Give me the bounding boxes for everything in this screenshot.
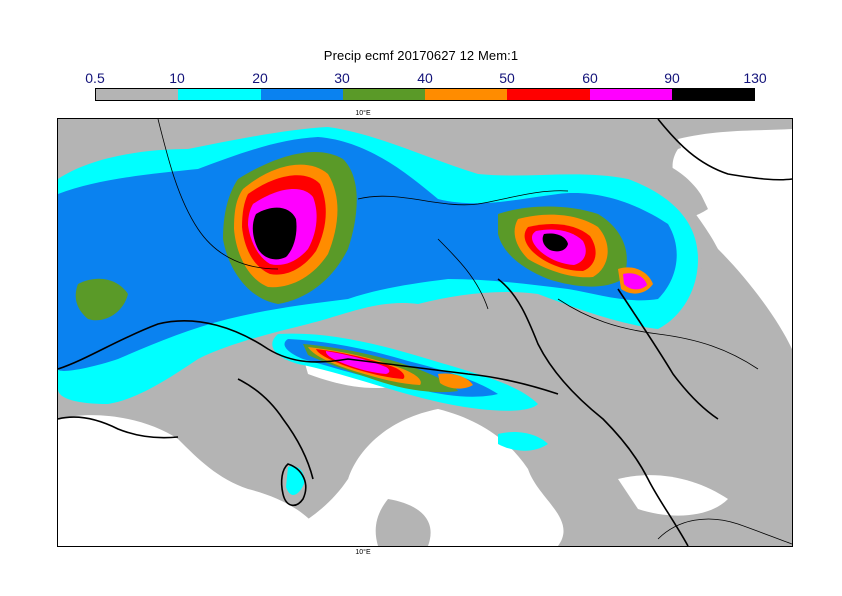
legend-swatch-7 xyxy=(671,89,754,100)
lon-label-top: 10°E xyxy=(355,110,371,117)
legend-swatch-2 xyxy=(260,89,343,100)
legend-colorbar xyxy=(95,88,755,101)
legend-label-0: 0.5 xyxy=(85,70,105,86)
legend-swatch-5 xyxy=(507,89,590,100)
legend-swatch-3 xyxy=(342,89,425,100)
legend-label-2: 20 xyxy=(252,70,268,86)
legend-label-8: 130 xyxy=(743,70,767,86)
legend-label-3: 30 xyxy=(334,70,350,86)
legend-swatch-1 xyxy=(178,89,261,100)
legend-label-4: 40 xyxy=(417,70,433,86)
legend-swatch-0 xyxy=(96,89,179,100)
coastline-layer xyxy=(58,119,792,546)
legend-labels: 0.5 10 20 30 40 50 60 90 130 xyxy=(0,70,842,86)
legend-label-1: 10 xyxy=(169,70,185,86)
legend-label-5: 50 xyxy=(499,70,515,86)
legend-swatch-6 xyxy=(589,89,672,100)
lon-label-bottom: 10°E xyxy=(355,549,371,556)
precip-map xyxy=(57,118,793,547)
legend-label-7: 90 xyxy=(664,70,680,86)
border-layer xyxy=(157,119,792,545)
legend-swatch-4 xyxy=(425,89,508,100)
legend-label-6: 60 xyxy=(582,70,598,86)
precip-map-svg xyxy=(58,119,792,546)
precip-layer-black xyxy=(252,207,568,260)
map-title: Precip ecmf 20170627 12 Mem:1 xyxy=(323,48,519,63)
